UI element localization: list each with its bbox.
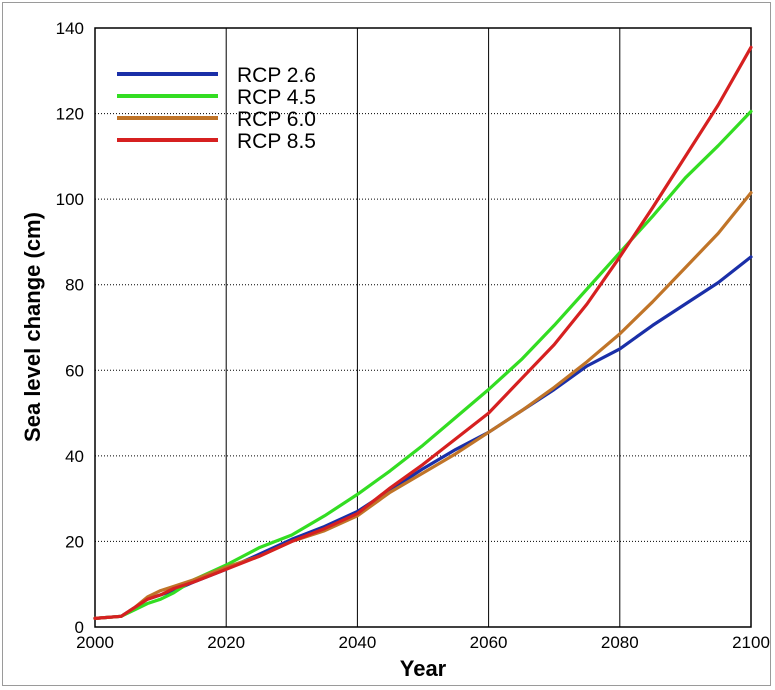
series-line-rcp-4-5 <box>93 109 753 621</box>
x-tick-label-3: 2060 <box>470 633 508 652</box>
y-tick-label-2: 40 <box>65 447 84 466</box>
y-tick-label-6: 120 <box>56 105 84 124</box>
grid <box>95 28 751 627</box>
x-axis-title: Year <box>400 656 447 681</box>
series-line-rcp-2-6 <box>93 255 753 621</box>
legend-label-1: RCP 4.5 <box>237 86 316 109</box>
legend-label-3: RCP 8.5 <box>237 130 316 153</box>
y-tick-label-5: 100 <box>56 190 84 209</box>
x-tick-label-1: 2020 <box>207 633 245 652</box>
y-tick-label-7: 140 <box>56 19 84 38</box>
series-line-rcp-6-0 <box>93 191 753 621</box>
x-tick-label-5: 2100 <box>732 633 770 652</box>
y-tick-labels: 0 20 40 60 80 100 120 140 <box>56 19 84 637</box>
series-line-rcp-8-5 <box>93 45 753 621</box>
x-tick-labels: 2000 2020 2040 2060 2080 2100 <box>76 633 770 652</box>
y-tick-label-3: 60 <box>65 361 84 380</box>
x-tick-label-0: 2000 <box>76 633 114 652</box>
x-tick-label-2: 2040 <box>338 633 376 652</box>
x-tick-label-4: 2080 <box>601 633 639 652</box>
legend-label-2: RCP 6.0 <box>237 108 316 131</box>
y-tick-label-0: 0 <box>75 618 84 637</box>
y-tick-label-1: 20 <box>65 532 84 551</box>
y-tick-label-4: 80 <box>65 276 84 295</box>
y-axis-title: Sea level change (cm) <box>20 212 45 442</box>
series-lines <box>93 45 753 621</box>
plot-border <box>94 27 752 628</box>
legend-label-0: RCP 2.6 <box>237 64 316 87</box>
